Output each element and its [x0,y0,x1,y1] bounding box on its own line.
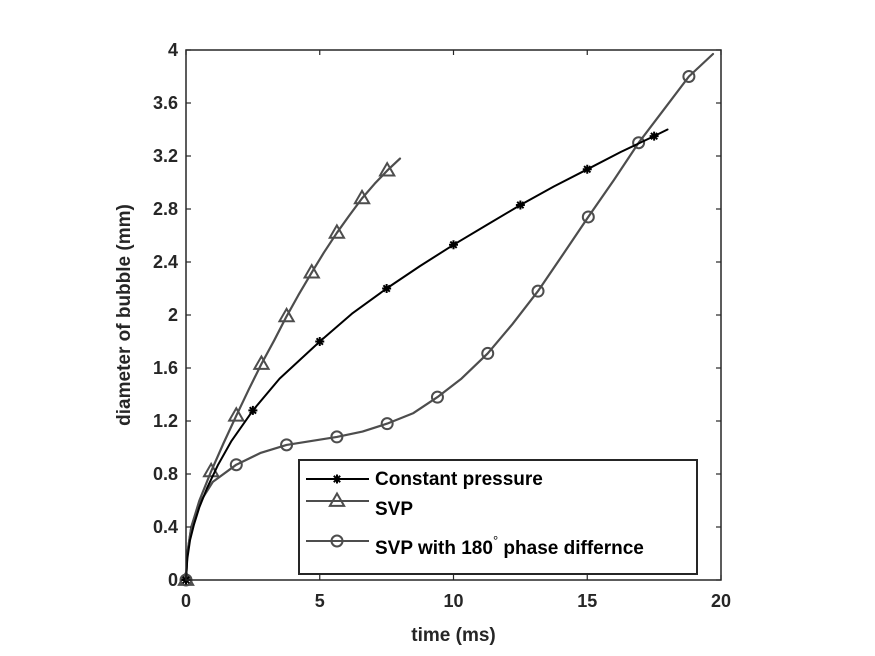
legend-label-svp-phase-tail: phase differnce [498,538,644,559]
data-point-svp [252,354,271,370]
legend-marker-svp-with-180-phase-differnce [330,534,344,548]
star-marker-stroke [333,475,341,483]
legend: Constant pressure SVP SVP with 180° phas… [298,459,698,575]
y-axis-label: diameter of bubble (mm) [114,204,135,426]
data-point-svp-with-180-phase-differnce [380,417,394,431]
star-marker-stroke [449,240,458,249]
series-line-svp [184,157,402,582]
data-point-svp-with-180-phase-differnce [632,136,646,150]
y-tick-label: 1.6 [153,358,178,378]
legend-label-svp-phase-degree: ° [493,533,498,548]
legend-label-constant-pressure: Constant pressure [375,469,543,490]
data-point-svp [378,161,397,177]
y-tick-label: 2.8 [153,199,178,219]
series-line-constant-pressure [185,128,669,581]
y-tick-label: 0.4 [153,517,178,537]
data-point-svp [177,570,195,586]
x-tick-label: 5 [315,591,325,611]
legend-item-svp [306,491,369,507]
data-point-constant-pressure [582,164,592,174]
star-marker-stroke [382,284,391,293]
y-tick-label: 0 [168,570,178,590]
y-tick-label: 2 [168,305,178,325]
data-point-constant-pressure [449,240,458,250]
plot-area [177,52,715,587]
data-point-svp-with-180-phase-differnce [430,390,444,404]
star-marker-stroke [315,337,324,346]
data-point-svp-with-180-phase-differnce [229,458,243,472]
star-marker-stroke [650,132,659,141]
x-tick-label: 0 [181,591,191,611]
star-marker-stroke [583,165,592,174]
legend-item-svp-phase [306,534,369,548]
data-point-constant-pressure [515,200,525,210]
data-point-svp [277,306,296,323]
data-point-svp-with-180-phase-differnce [280,438,294,452]
y-tick-label: 0.8 [153,464,178,484]
series-line-svp-with-180-phase-differnce [184,52,715,582]
legend-marker-svp [328,491,346,507]
y-tick-label: 4 [168,40,178,60]
legend-label-svp: SVP [375,499,413,520]
y-tick-label: 1.2 [153,411,178,431]
x-tick-label: 15 [577,591,597,611]
data-point-svp [328,223,346,239]
x-axis-label: time (ms) [411,625,495,646]
x-tick-label: 20 [711,591,731,611]
legend-label-svp-phase-main: SVP with 180 [375,538,493,559]
data-point-constant-pressure [248,405,258,415]
data-point-svp-with-180-phase-differnce [481,346,495,360]
data-point-svp [227,406,246,422]
legend-label-svp-phase: SVP with 180° phase differnce [375,533,644,559]
data-point-svp-with-180-phase-differnce [531,284,545,298]
y-tick-label: 2.4 [153,252,178,272]
star-marker-stroke [248,406,257,415]
legend-item-constant-pressure [306,474,369,484]
y-tick-label: 3.2 [153,146,178,166]
data-point-svp-with-180-phase-differnce [682,70,696,83]
legend-marker-constant-pressure [332,474,342,484]
data-point-svp [353,188,371,205]
data-point-svp [302,263,321,279]
data-point-constant-pressure [315,337,325,346]
data-point-constant-pressure [382,284,392,293]
x-tick-label: 10 [443,591,463,611]
star-marker-stroke [516,201,525,209]
data-point-svp-with-180-phase-differnce [330,430,344,444]
data-point-svp-with-180-phase-differnce [581,210,595,224]
y-tick-label: 3.6 [153,93,178,113]
axis-ticks: 0 5 10 15 20 0 0.4 0.8 1.2 1.6 2 2.4 2.8 3.2 3.6 4 [153,40,731,611]
data-point-constant-pressure [649,131,659,141]
